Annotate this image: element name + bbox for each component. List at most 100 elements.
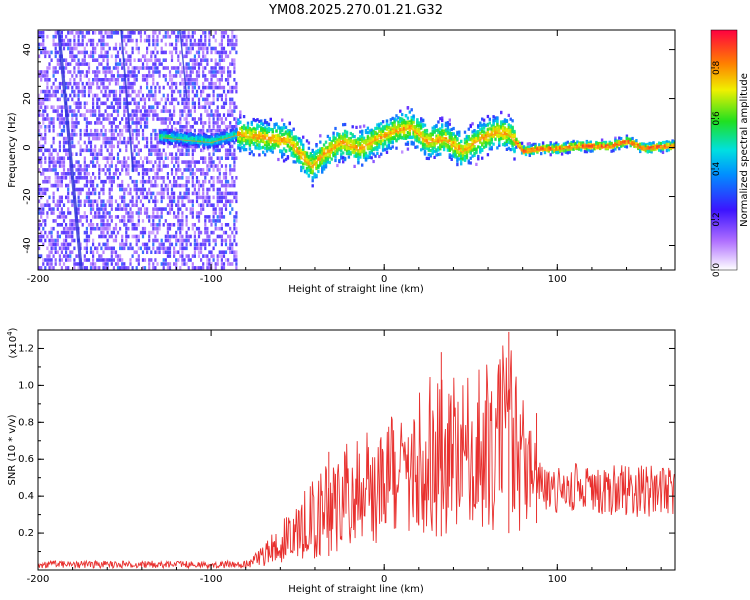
spectrogram-cell (233, 226, 236, 231)
spectrogram-cell (94, 266, 97, 270)
spectrogram-cell (214, 144, 217, 148)
spectrogram-cell (222, 172, 226, 176)
spectrogram-cell (85, 70, 88, 74)
spectrogram-cell (73, 266, 76, 270)
spectrogram-cell (185, 113, 188, 117)
spectrogram-cell (262, 130, 265, 134)
spectrogram-cell (62, 148, 66, 153)
spectrogram-cell (227, 113, 230, 117)
spectrogram-cell (69, 230, 72, 235)
spectrogram-cell (96, 207, 99, 211)
spectrogram-cell (248, 127, 252, 131)
spectrogram-cell (222, 135, 225, 139)
spectrogram-cell (58, 183, 61, 188)
spectrogram-cell (143, 97, 147, 102)
spectrogram-cell (104, 101, 107, 106)
spectrogram-cell (281, 149, 284, 153)
spectrogram-cell (102, 58, 105, 62)
spectrogram-cell (248, 140, 252, 144)
spectrogram-cell (110, 195, 113, 200)
spectrogram-cell (183, 246, 186, 251)
spectrogram-cell (127, 168, 130, 172)
spectrogram-cell (231, 179, 234, 184)
spectrogram-cell (71, 219, 74, 223)
spectrogram-cell (110, 254, 113, 258)
spectrogram-cell (216, 113, 219, 117)
spectrogram-cell (214, 242, 217, 247)
spectrogram-cell (305, 152, 309, 156)
spectrogram-cell (164, 164, 167, 168)
spectrogram-cell (46, 179, 49, 184)
spectrogram-cell (173, 191, 176, 196)
spectrogram-cell (381, 120, 385, 124)
spectrogram-cell (85, 215, 88, 219)
spectrogram-cell (156, 191, 159, 196)
spectrogram-cell (52, 168, 55, 172)
spectrogram-cell (229, 238, 232, 243)
spectrogram-cell (271, 129, 274, 134)
spectrogram-cell (210, 85, 213, 90)
spectrogram-cell (75, 46, 78, 51)
spectrogram-cell (248, 151, 252, 156)
spectrogram-cell (187, 144, 190, 149)
spectrogram-cell (218, 128, 221, 133)
spectrogram-cell (168, 121, 172, 125)
spectrogram-cell (104, 85, 107, 90)
spectrogram-cell (191, 70, 194, 74)
spectrogram-cell (224, 250, 228, 254)
spectrogram-cell (200, 62, 203, 66)
spectrogram-cell (353, 144, 356, 148)
spectrogram-cell (181, 148, 184, 153)
spectrogram-cell (148, 230, 151, 235)
spectrogram-cell (133, 234, 136, 239)
spectrogram-cell (137, 152, 140, 156)
spectrogram-cell (187, 133, 191, 137)
spectrogram-cell (125, 144, 128, 149)
spectrogram-cell (340, 148, 343, 153)
spectrogram-cell (206, 254, 209, 258)
spectrogram-streak (120, 30, 135, 173)
spectrogram-cell (129, 125, 132, 129)
spectrogram-cell (67, 207, 70, 211)
spectrogram-cell (193, 85, 196, 90)
spectrogram-cell (131, 31, 134, 35)
spectrogram-cell (262, 122, 265, 126)
spectrogram-cell (202, 266, 205, 270)
spectrogram-cell (96, 105, 99, 109)
spectrogram-cell (94, 128, 97, 133)
spectrogram-cell (168, 207, 172, 211)
spectrogram-cell (237, 118, 240, 122)
spectrogram-cell (235, 42, 238, 47)
spectrogram-cell (166, 31, 169, 35)
spectrogram-cell (123, 105, 126, 109)
spectrogram-cell (106, 31, 109, 35)
spectrogram-cell (112, 179, 115, 184)
spectrogram-cell (277, 133, 280, 137)
spectrogram-cell (85, 164, 88, 168)
spectrogram-cell (185, 164, 188, 168)
spectrogram-cell (203, 146, 206, 150)
spectrogram-cell (40, 266, 43, 270)
spectrogram-cell (173, 223, 176, 227)
spectrogram-cell (342, 145, 345, 149)
spectrogram-cell (286, 139, 290, 143)
spectrogram-cell (73, 128, 76, 133)
spectrogram-cell (233, 156, 236, 160)
spectrogram-cell (125, 266, 128, 270)
spectrogram-cell (229, 152, 232, 156)
spectrogram-cell (123, 191, 126, 196)
spectrogram-cell (125, 140, 128, 145)
spectrogram-cell (355, 154, 358, 158)
spectrogram-cell (202, 242, 205, 247)
spectrogram-cell (58, 85, 61, 90)
spectrogram-cell (183, 258, 186, 262)
spectrogram-cell (168, 246, 172, 251)
spectrogram-cell (181, 172, 184, 176)
spectrogram-cell (220, 121, 223, 125)
spectrogram-cell (52, 219, 55, 223)
spectrogram-cell (183, 238, 186, 243)
spectrogram-cell (298, 148, 301, 152)
spectrogram-cell (92, 156, 95, 160)
spectrogram-cell (225, 139, 229, 143)
spectrogram-cell (83, 254, 86, 258)
